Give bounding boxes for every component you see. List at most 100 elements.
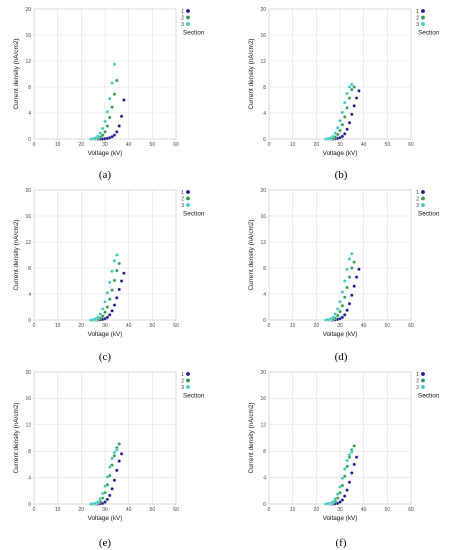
legend-marker-series-1 [186, 190, 190, 194]
legend-label-series-2: 2 [416, 15, 419, 21]
legend-label-series-3: 3 [416, 22, 419, 28]
y-tick-label: 8 [263, 449, 266, 455]
data-point-series-1 [115, 130, 119, 134]
x-axis-title: Voltage (kV) [323, 150, 358, 157]
data-point-series-3 [100, 307, 105, 311]
panel-label: (d) [335, 351, 348, 363]
x-tick-label: 0 [33, 507, 36, 513]
data-point-series-1 [105, 315, 110, 320]
y-tick-label: 12 [260, 423, 266, 429]
legend-title: Section [183, 30, 205, 37]
data-point-series-3 [93, 136, 98, 140]
y-tick-label: 0 [263, 137, 266, 143]
data-point-series-3 [345, 267, 349, 272]
data-point-series-3 [107, 96, 112, 101]
data-point-series-2 [103, 310, 107, 314]
data-point-series-3 [115, 253, 119, 257]
y-tick-label: 16 [25, 33, 31, 39]
data-point-series-3 [100, 126, 105, 131]
data-point-series-3 [112, 450, 117, 455]
x-tick-label: 0 [268, 323, 271, 329]
legend-marker-series-3 [186, 22, 190, 26]
data-point-series-3 [103, 119, 107, 124]
data-point-series-3 [112, 259, 117, 263]
y-axis-title: Current density (nA/cm2) [13, 402, 20, 473]
x-axis-title: Voltage (kV) [323, 515, 358, 522]
data-point-series-2 [347, 275, 352, 279]
data-point-series-2 [112, 454, 117, 458]
data-point-series-1 [354, 455, 359, 459]
data-point-series-3 [340, 476, 345, 481]
data-point-series-3 [338, 485, 342, 489]
y-tick-label: 16 [260, 33, 266, 39]
data-point-series-2 [100, 314, 105, 318]
x-tick-label: 40 [126, 323, 132, 329]
x-tick-label: 30 [102, 142, 108, 148]
panel-label: (e) [99, 537, 112, 549]
data-point-series-3 [342, 467, 347, 471]
data-point-series-3 [342, 100, 347, 105]
data-point-series-2 [110, 288, 114, 292]
data-point-series-2 [345, 106, 349, 110]
legend-title: Section [183, 211, 205, 218]
legend-marker-series-2 [421, 196, 425, 201]
data-point-series-3 [105, 475, 110, 479]
data-point-series-3 [335, 126, 340, 130]
data-point-series-1 [347, 480, 352, 484]
y-tick-label: 12 [260, 59, 266, 65]
data-point-series-3 [98, 312, 103, 316]
y-tick-label: 4 [263, 475, 266, 481]
y-tick-label: 20 [25, 7, 31, 13]
x-tick-label: 40 [126, 507, 132, 513]
data-point-series-3 [105, 290, 110, 295]
data-point-series-1 [342, 132, 347, 136]
legend-marker-series-2 [186, 196, 190, 201]
data-point-series-2 [347, 96, 352, 100]
data-point-series-1 [122, 98, 126, 102]
y-tick-label: 16 [25, 396, 31, 402]
data-point-series-2 [340, 122, 345, 127]
data-point-series-1 [342, 313, 347, 317]
data-point-series-1 [117, 459, 121, 463]
y-tick-label: 4 [28, 292, 31, 298]
x-tick-label: 50 [385, 142, 391, 148]
y-axis-title: Current density (nA/cm2) [13, 38, 20, 109]
y-tick-label: 20 [260, 188, 266, 194]
data-point-series-3 [345, 458, 349, 463]
data-point-series-2 [115, 268, 119, 273]
y-tick-label: 12 [25, 423, 31, 429]
y-tick-label: 0 [28, 502, 31, 508]
legend-marker-series-3 [421, 203, 425, 207]
data-point-series-3 [96, 134, 100, 139]
y-tick-label: 16 [260, 396, 266, 402]
data-point-series-1 [350, 293, 354, 298]
y-axis-title: Current density (nA/cm2) [13, 219, 20, 290]
x-tick-label: 0 [268, 142, 271, 148]
legend-marker-series-3 [186, 385, 190, 389]
legend-marker-series-2 [186, 15, 190, 20]
x-tick-label: 60 [408, 142, 414, 148]
data-point-series-3 [328, 136, 333, 140]
legend-title: Section [418, 30, 440, 37]
data-point-series-1 [342, 494, 347, 498]
data-point-series-3 [333, 312, 338, 316]
x-tick-label: 0 [33, 323, 36, 329]
data-point-series-3 [98, 496, 103, 501]
data-point-series-1 [119, 279, 124, 283]
data-point-series-3 [93, 317, 98, 321]
y-tick-label: 12 [25, 240, 31, 246]
data-point-series-1 [340, 498, 345, 502]
data-point-series-2 [340, 303, 345, 308]
legend-label-series-1: 1 [181, 372, 184, 378]
x-tick-label: 30 [102, 323, 108, 329]
legend-title: Section [418, 393, 440, 400]
legend-marker-series-1 [186, 9, 190, 13]
data-point-series-2 [352, 444, 356, 448]
y-axis-title: Current density (nA/cm2) [248, 402, 255, 473]
data-point-series-3 [110, 269, 114, 273]
legend-marker-series-1 [421, 372, 425, 376]
data-point-series-2 [105, 124, 110, 128]
